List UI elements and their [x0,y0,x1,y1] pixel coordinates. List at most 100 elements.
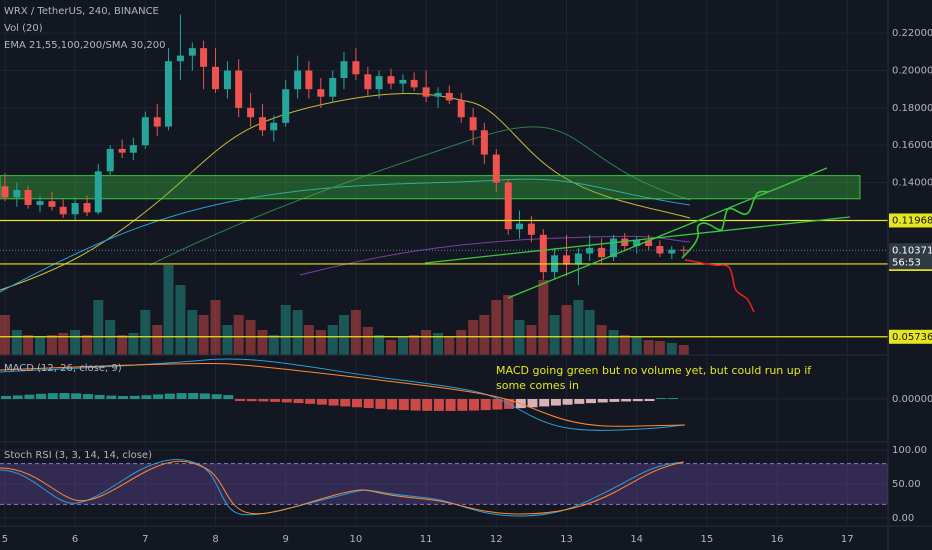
volume-bar [631,337,642,355]
x-tick-label: 7 [142,534,148,545]
candle-body [317,89,325,97]
volume-bar [433,333,444,355]
candle-body [480,130,488,155]
macd-bar [235,399,245,402]
volume-bar [503,295,514,355]
countdown: 56:53 [892,257,921,268]
pane-title: MACD (12, 26, close, 9) [4,363,122,374]
legend-item: EMA 21,55,100,200/SMA 30,200 [4,40,165,51]
candle-body [176,55,184,62]
volume-bar [175,285,186,355]
macd-bar [644,399,655,402]
macd-bar [398,399,409,411]
volume-bar [93,300,104,355]
candle-body [375,76,383,90]
volume-bar [444,337,455,355]
candle-body [598,247,606,258]
grid [0,0,888,526]
candle-body [259,117,267,131]
candle-body [610,238,618,258]
candle-body [399,79,407,84]
volume-bar [678,345,689,355]
x-tick-label: 12 [490,534,503,545]
chart-title: WRX / TetherUS, 240, BINANCE [4,6,159,17]
volume-bar [456,330,467,355]
volume-bar [561,305,572,355]
macd-bar [47,393,58,399]
candle-body [562,255,570,265]
pane-title: Stoch RSI (3, 3, 14, 14, close) [4,450,152,461]
candle-body [515,223,523,230]
x-tick-label: 13 [560,534,573,545]
y-tick-label: 0.20000 [892,66,932,77]
candle-body [294,70,302,90]
macd-bar [176,393,187,399]
macd-bar [211,394,222,399]
volume-bar [70,330,81,355]
volume-bar [303,325,314,355]
candle-body [645,240,653,246]
macd-bar [422,399,433,411]
volume-bar [514,320,525,355]
macd-bar [106,395,117,399]
macd-bar [316,399,327,405]
candle-body [434,92,442,97]
macd-bar [188,393,199,399]
volume-bar [584,310,595,355]
x-tick-label: 14 [630,534,643,545]
candle-body [235,70,243,108]
volume-bar [421,330,432,355]
macd-bar [457,399,468,411]
macd-bar [586,399,596,404]
last-price-label: 0.10371 [892,245,932,256]
macd-bar [59,393,70,399]
volume-bar [315,330,326,355]
candle-body [141,117,149,146]
signal-line [0,362,686,427]
macd-bar [445,399,456,411]
candle-body [212,66,220,90]
candle-body [247,107,255,118]
volume-bar [666,343,677,355]
macd-bar [562,399,573,405]
candle-body [445,92,453,101]
macd-bar [480,399,491,411]
candle-body [457,100,465,118]
volume-bar [350,310,361,355]
volume-bar [526,325,537,355]
candle-body [305,70,313,90]
macd-bar [539,399,550,407]
candle-body [387,76,395,84]
x-tick-label: 15 [701,534,714,545]
volume-bar [468,320,479,355]
annotation: MACD going green but no volume yet, but … [496,364,812,392]
macd-bar [118,395,128,399]
volume-bar [491,300,502,355]
volume-bar [233,315,244,355]
candle-body [340,61,348,79]
volume-bar [82,335,93,355]
volume-bar [198,315,209,355]
volume-bar [619,335,630,355]
macd-bar [129,395,140,399]
x-tick-label: 11 [420,534,433,545]
y-tick-label: 50.00 [892,479,921,490]
candle-body [83,203,91,213]
macd-bar [340,399,351,407]
macd-bar [164,393,175,399]
macd-bar [258,399,269,402]
candle-body [668,249,676,254]
macd-bar [24,394,35,399]
volume-bar [268,335,279,355]
candle-body [36,201,44,205]
macd-bar [1,395,11,399]
ema-line [0,178,691,293]
volume-bar [596,325,607,355]
volume-bar [573,300,584,355]
macd-line [0,358,686,431]
volume-bar [292,310,303,355]
macd-bar [597,399,608,403]
y-tick-label: 0.18000 [892,103,932,114]
macd-bar [363,399,374,409]
pane-labels: WRX / TetherUS, 240, BINANCE Vol (20) EM… [4,6,812,461]
